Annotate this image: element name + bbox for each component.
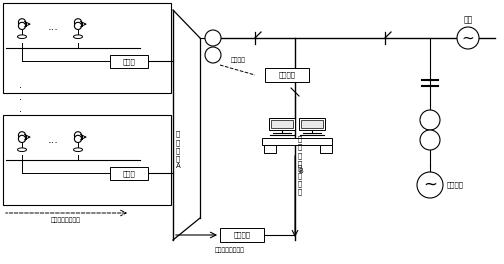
Text: 通信规约: 通信规约 xyxy=(279,72,295,78)
Bar xyxy=(320,145,332,153)
Text: ~: ~ xyxy=(423,176,437,194)
Bar xyxy=(264,145,276,153)
Text: 电网频率: 电网频率 xyxy=(230,57,245,63)
Ellipse shape xyxy=(18,35,27,39)
Bar xyxy=(3,3,171,93)
Circle shape xyxy=(420,130,440,150)
Circle shape xyxy=(75,135,82,143)
Ellipse shape xyxy=(74,148,83,152)
Text: 通信规约: 通信规约 xyxy=(233,232,250,238)
Bar xyxy=(271,120,293,128)
Bar xyxy=(262,138,332,145)
Text: 路由器: 路由器 xyxy=(122,58,136,65)
Circle shape xyxy=(75,19,82,26)
Text: ···: ··· xyxy=(47,138,58,148)
Circle shape xyxy=(75,132,82,139)
Bar xyxy=(220,228,264,242)
Ellipse shape xyxy=(74,35,83,39)
Text: 电网: 电网 xyxy=(463,16,473,25)
Bar xyxy=(265,68,309,82)
Text: ·
·
·: · · · xyxy=(19,83,22,117)
Circle shape xyxy=(19,19,26,26)
Text: 附加有功控制信号: 附加有功控制信号 xyxy=(51,217,81,223)
Circle shape xyxy=(19,22,26,30)
Text: ···: ··· xyxy=(47,25,58,35)
Bar xyxy=(110,167,148,180)
Ellipse shape xyxy=(18,148,27,152)
Circle shape xyxy=(205,30,221,46)
Bar xyxy=(269,118,295,130)
Circle shape xyxy=(417,172,443,198)
Text: 附加有功控制信号: 附加有功控制信号 xyxy=(215,247,245,253)
Text: 现
场
总
线
B: 现 场 总 线 B xyxy=(298,136,303,174)
Bar xyxy=(299,118,325,130)
Circle shape xyxy=(205,47,221,63)
Circle shape xyxy=(75,22,82,30)
Bar xyxy=(110,55,148,68)
Text: ~: ~ xyxy=(462,31,474,45)
Text: 上
级
网
络: 上 级 网 络 xyxy=(298,164,302,195)
Bar xyxy=(3,115,171,205)
Circle shape xyxy=(19,135,26,143)
Text: 常规电厂: 常规电厂 xyxy=(447,182,464,188)
Circle shape xyxy=(19,132,26,139)
Circle shape xyxy=(457,27,479,49)
Circle shape xyxy=(420,110,440,130)
Text: 路由器: 路由器 xyxy=(122,170,136,177)
Bar xyxy=(301,120,323,128)
Text: 现
场
总
线
A: 现 场 总 线 A xyxy=(176,131,181,169)
